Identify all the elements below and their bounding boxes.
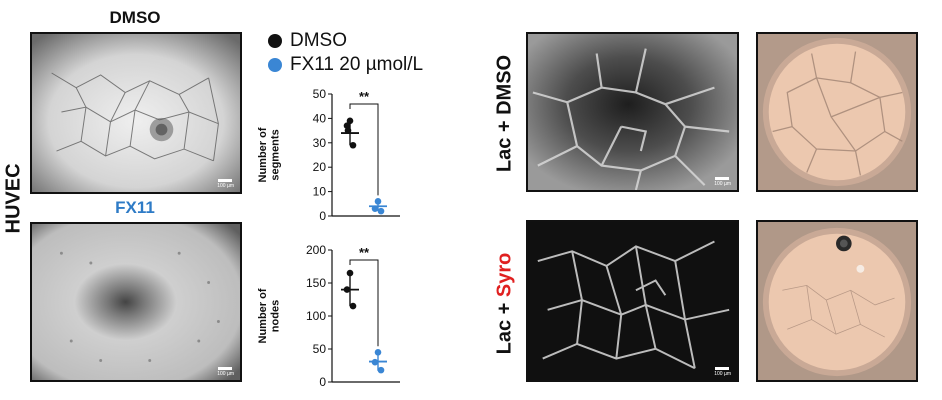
legend-item-dmso: DMSO [268,30,423,52]
y-axis-label-line: nodes [269,300,281,332]
significance-label: ** [359,245,370,260]
y-axis-label-line: segments [269,129,281,180]
y-tick-label: 10 [313,185,327,199]
y-axis-label-line: Number of [257,127,269,182]
y-tick-label: 100 [306,309,326,323]
significance-bracket [349,259,379,347]
data-point [349,141,357,149]
lac-syro-label-highlight: Syro [493,252,516,298]
y-tick-label: 200 [306,243,326,257]
data-point [346,117,354,125]
huvec-dmso-micrograph: 100 µm [30,32,242,194]
legend-label-dmso: DMSO [290,30,347,51]
nodes-chart: Number ofnodes 0 50 100 150 200 ** [257,243,400,389]
scale-bar-label: 100 µm [217,371,234,377]
data-point [374,349,382,356]
huvec-row-label: HUVEC [2,163,25,234]
data-point [377,366,385,374]
y-tick-label: 50 [313,342,327,356]
y-axis-label-line: Number of [257,288,269,343]
y-tick-label: 30 [313,136,327,150]
y-tick-label: 50 [313,87,327,101]
data-point [377,207,385,215]
legend-item-fx11: FX11 20 µmol/L [268,54,423,76]
lac-dmso-label: Lac + DMSO [493,54,516,173]
fx11-panel-title: FX11 [115,198,155,217]
y-tick-label: 0 [319,375,326,389]
legend-marker-fx11 [268,58,282,72]
scale-bar-label: 100 µm [714,181,731,187]
scale-bar [218,179,232,182]
scale-bar-label: 100 µm [217,183,234,189]
significance-label: ** [359,89,370,104]
scale-bar [715,177,729,180]
lac-syro-label: Lac + Syro [494,239,517,369]
y-tick-label: 0 [319,209,326,223]
y-tick-label: 40 [313,111,327,125]
scale-bar [715,367,729,370]
segments-chart: Number ofsegments 0 10 20 30 40 50 ** [257,87,400,223]
legend-label-fx11: FX11 20 µmol/L [290,54,424,75]
y-tick-label: 20 [313,160,327,174]
lac-dmso-well-photo [756,32,918,192]
lac-syro-label-prefix: Lac + [493,297,516,355]
y-tick-label: 150 [306,276,326,290]
lac-dmso-micrograph: 100 µm [526,32,739,192]
huvec-fx11-micrograph: 100 µm [30,222,242,382]
data-point [349,302,357,310]
lac-syro-well-photo [756,220,918,382]
legend-marker-dmso [268,34,282,48]
lac-syro-micrograph: 100 µm [526,220,739,382]
y-axis-label: Number ofnodes [257,288,282,343]
dmso-panel-title: DMSO [109,8,161,27]
data-point [346,269,354,277]
scale-bar-label: 100 µm [714,371,731,377]
scale-bar [218,367,232,370]
legend: DMSO FX11 20 µmol/L [268,30,423,76]
significance-bracket [349,103,379,196]
y-axis-label: Number ofsegments [257,127,282,182]
